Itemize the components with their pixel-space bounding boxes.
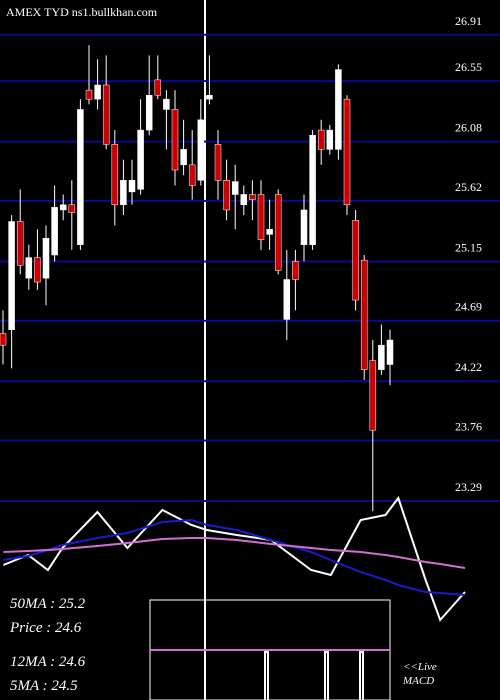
candle-body (231, 181, 239, 195)
candle-body (223, 180, 230, 211)
candle-body (25, 257, 33, 279)
macd-bars (264, 651, 364, 700)
candle-body (326, 129, 334, 150)
candle-body (128, 180, 136, 193)
candle-body (335, 69, 342, 150)
y-tick-label: 24.69 (455, 300, 482, 314)
candle-body (145, 95, 153, 131)
y-tick-label: 26.55 (455, 60, 482, 74)
indicator-line (3, 518, 466, 596)
candle-body (59, 204, 67, 211)
candle-body (274, 194, 282, 271)
candle-body (171, 109, 179, 171)
indicator-line (3, 537, 466, 569)
stat-label: 12MA : 24.6 (10, 654, 86, 670)
candle-body (257, 194, 265, 240)
candle-body (197, 119, 205, 181)
candle-body (51, 207, 58, 256)
candle-body (283, 279, 291, 320)
candle-body (214, 143, 222, 181)
candle-body (249, 194, 256, 200)
stat-label: 5MA : 24.5 (10, 678, 78, 694)
candle-body (309, 134, 316, 245)
candle-body (163, 98, 170, 110)
stat-label: 50MA : 25.2 (10, 596, 86, 612)
live-label: <<Live (403, 661, 437, 673)
candle-body (111, 143, 119, 206)
candle-body (68, 204, 76, 213)
candle-body (317, 129, 325, 150)
candle-body (85, 89, 93, 100)
candle-body (16, 221, 24, 266)
candle-body (180, 149, 187, 166)
candle-body (369, 360, 377, 431)
y-tick-label: 25.62 (455, 180, 482, 194)
candle-body (266, 229, 273, 235)
candle-body (120, 180, 127, 206)
candle-body (94, 84, 101, 100)
candle-body (188, 164, 196, 186)
candle-body (386, 339, 394, 365)
candle-body (300, 209, 308, 245)
candle-body (360, 259, 368, 370)
y-tick-label: 26.08 (455, 121, 482, 135)
y-tick-label: 25.15 (455, 240, 482, 254)
candle-body (77, 109, 84, 245)
candle-body (343, 98, 351, 206)
candle-body (137, 129, 144, 190)
candle-body (102, 84, 110, 145)
candle-body (154, 79, 162, 96)
y-tick-label: 23.76 (455, 419, 482, 433)
y-tick-label: 23.29 (455, 480, 482, 494)
candle-body (34, 257, 41, 283)
y-tick-label: 24.22 (455, 360, 482, 374)
candle-body (352, 219, 359, 301)
candle-body (240, 194, 248, 206)
stat-label: Price : 24.6 (9, 620, 82, 636)
chart-title: AMEX TYD ns1.bullkhan.com (6, 5, 158, 19)
candle-body (378, 344, 385, 370)
candle-body (206, 95, 213, 100)
macd-label: MACD (402, 675, 434, 687)
candle-body (8, 221, 15, 330)
y-tick-label: 26.91 (455, 14, 482, 28)
candle-body (0, 333, 7, 346)
candle-body (42, 238, 50, 279)
candle-body (292, 261, 299, 280)
